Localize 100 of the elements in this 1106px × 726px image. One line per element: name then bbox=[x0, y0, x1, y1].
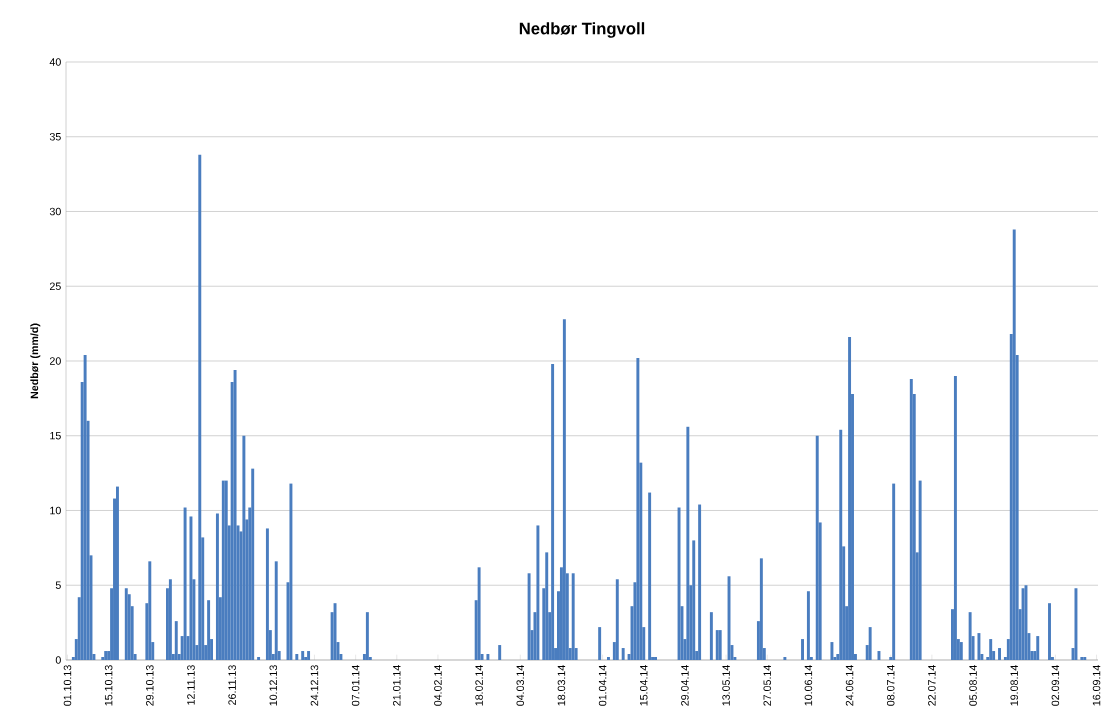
bar bbox=[207, 600, 211, 660]
bar bbox=[801, 639, 804, 660]
bar bbox=[224, 480, 228, 660]
x-tick-label: 04.03.14 bbox=[516, 665, 525, 706]
bar bbox=[83, 355, 87, 660]
x-tick-label: 29.10.13 bbox=[146, 665, 154, 706]
bar bbox=[607, 657, 610, 660]
bar bbox=[307, 651, 311, 660]
x-tick-label: 07.01.14 bbox=[351, 665, 360, 706]
y-axis-title: Nedbør (mm/d) bbox=[30, 323, 41, 399]
bar bbox=[636, 358, 640, 660]
x-tick-label: 01.10.13 bbox=[63, 665, 72, 706]
bar bbox=[698, 504, 702, 660]
bar bbox=[692, 540, 696, 660]
y-tick-label: 30 bbox=[49, 207, 61, 216]
bar bbox=[968, 612, 972, 660]
bar bbox=[551, 363, 555, 660]
x-tick-label: 01.04.14 bbox=[598, 665, 607, 706]
bar bbox=[498, 645, 502, 660]
bar bbox=[839, 429, 843, 660]
x-tick-label: 24.12.13 bbox=[310, 665, 319, 706]
bar bbox=[715, 630, 719, 660]
bar bbox=[953, 375, 957, 660]
x-tick-label: 08.07.14 bbox=[886, 665, 895, 706]
x-tick-label: 21.01.14 bbox=[393, 665, 401, 706]
bar bbox=[677, 507, 681, 660]
bar bbox=[783, 657, 787, 660]
y-tick-label: 15 bbox=[50, 432, 61, 440]
bar bbox=[148, 561, 152, 660]
bar bbox=[104, 651, 108, 660]
x-tick-label: 05.08.14 bbox=[969, 665, 977, 706]
bar bbox=[918, 480, 922, 660]
bar bbox=[198, 154, 202, 660]
y-tick-label: 5 bbox=[55, 581, 61, 589]
x-tick-label: 26.11.13 bbox=[228, 665, 236, 705]
bar bbox=[562, 319, 566, 660]
bar bbox=[1074, 588, 1078, 660]
bar bbox=[365, 612, 369, 660]
bar bbox=[1048, 603, 1051, 660]
x-tick-label: 16.09.14 bbox=[1092, 665, 1101, 706]
bar bbox=[868, 627, 872, 660]
bar bbox=[909, 378, 913, 660]
bar bbox=[174, 621, 178, 660]
bar bbox=[709, 612, 713, 660]
bar bbox=[815, 435, 819, 660]
x-tick-label: 15.04.14 bbox=[639, 665, 648, 706]
y-tick-label: 25 bbox=[49, 282, 61, 291]
y-tick-label: 40 bbox=[49, 58, 61, 66]
bar bbox=[759, 558, 763, 660]
x-tick-label: 18.02.14 bbox=[475, 665, 483, 706]
bar bbox=[989, 639, 993, 660]
bar bbox=[1012, 229, 1016, 660]
bar bbox=[806, 591, 810, 660]
bar bbox=[168, 579, 172, 660]
bar bbox=[598, 627, 602, 660]
y-tick-label: 0 bbox=[55, 656, 61, 664]
bar bbox=[686, 426, 690, 660]
bar bbox=[301, 651, 305, 660]
x-tick-label: 04.02.14 bbox=[434, 665, 442, 706]
bar bbox=[221, 480, 225, 660]
bar bbox=[265, 528, 269, 660]
bar bbox=[242, 435, 246, 660]
y-tick-label: 20 bbox=[49, 357, 61, 365]
bar bbox=[289, 483, 293, 660]
x-tick-label: 19.08.14 bbox=[1010, 665, 1018, 706]
bar bbox=[295, 654, 299, 660]
bar bbox=[274, 561, 278, 660]
bar bbox=[189, 516, 193, 660]
bar bbox=[892, 483, 896, 660]
x-tick-label: 10.06.14 bbox=[804, 665, 813, 706]
x-tick-label: 18.03.14 bbox=[557, 665, 566, 706]
bar bbox=[648, 492, 652, 660]
x-tick-label: 12.11.13 bbox=[187, 665, 195, 705]
x-tick-label: 22.07.14 bbox=[928, 665, 936, 706]
x-tick-label: 24.06.14 bbox=[845, 665, 854, 706]
bar bbox=[1083, 657, 1087, 660]
y-tick-label: 35 bbox=[49, 132, 61, 141]
bar bbox=[215, 513, 219, 660]
bar bbox=[718, 630, 722, 660]
bar bbox=[257, 657, 261, 660]
y-tick-label: 10 bbox=[50, 506, 61, 515]
x-tick-label: 29.04.14 bbox=[681, 665, 689, 706]
bar bbox=[527, 573, 531, 660]
bar bbox=[654, 657, 657, 660]
bar bbox=[536, 525, 540, 660]
x-tick-label: 15.10.13 bbox=[104, 665, 113, 706]
x-tick-label: 27.05.14 bbox=[763, 665, 772, 706]
chart-title: Nedbør Tingvoll bbox=[519, 22, 645, 38]
bar bbox=[615, 579, 619, 660]
bar bbox=[998, 648, 1001, 660]
x-tick-label: 13.05.14 bbox=[722, 665, 730, 706]
bar bbox=[848, 337, 852, 660]
x-tick-label: 02.09.14 bbox=[1051, 665, 1060, 706]
bar bbox=[115, 486, 119, 660]
bar bbox=[233, 369, 237, 660]
bar bbox=[486, 654, 490, 660]
bar bbox=[977, 633, 981, 660]
bar bbox=[571, 573, 575, 660]
x-tick-label: 10.12.13 bbox=[269, 665, 278, 706]
bar bbox=[830, 642, 834, 660]
